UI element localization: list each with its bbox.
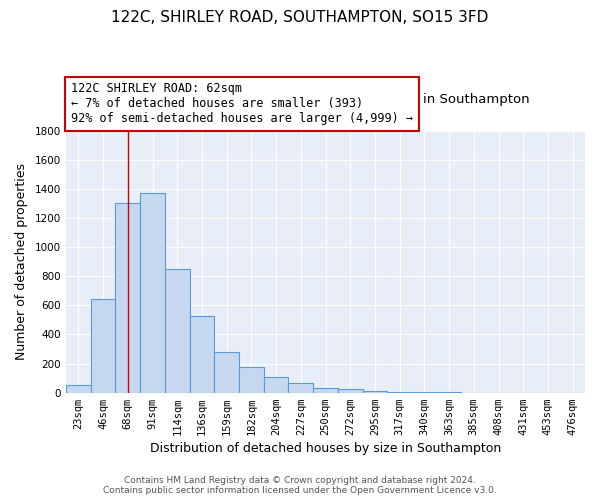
Bar [264, 378, 289, 392]
Bar [91, 299, 115, 392]
Text: 122C SHIRLEY ROAD: 62sqm
← 7% of detached houses are smaller (393)
92% of semi-d: 122C SHIRLEY ROAD: 62sqm ← 7% of detache… [71, 82, 413, 126]
Bar [313, 388, 338, 392]
Bar [289, 383, 313, 392]
Bar [362, 391, 388, 392]
Text: Contains HM Land Registry data © Crown copyright and database right 2024.
Contai: Contains HM Land Registry data © Crown c… [103, 476, 497, 495]
Bar [140, 194, 165, 392]
Title: Size of property relative to detached houses in Southampton: Size of property relative to detached ho… [122, 93, 529, 106]
Y-axis label: Number of detached properties: Number of detached properties [15, 163, 28, 360]
Bar [214, 352, 239, 393]
Bar [239, 367, 264, 392]
Bar [165, 269, 190, 392]
Bar [66, 384, 91, 392]
Bar [190, 316, 214, 392]
Bar [115, 202, 140, 392]
X-axis label: Distribution of detached houses by size in Southampton: Distribution of detached houses by size … [150, 442, 501, 455]
Text: 122C, SHIRLEY ROAD, SOUTHAMPTON, SO15 3FD: 122C, SHIRLEY ROAD, SOUTHAMPTON, SO15 3F… [112, 10, 488, 25]
Bar [338, 389, 362, 392]
